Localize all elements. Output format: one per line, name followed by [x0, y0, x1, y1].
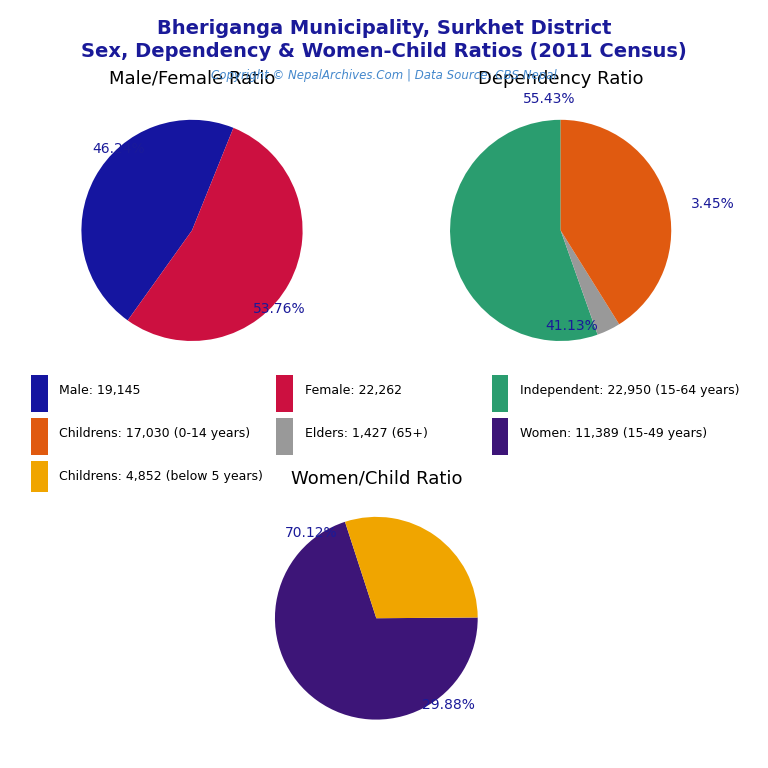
Text: Bheriganga Municipality, Surkhet District: Bheriganga Municipality, Surkhet Distric… [157, 19, 611, 38]
Text: Women: 11,389 (15-49 years): Women: 11,389 (15-49 years) [520, 427, 707, 440]
Text: Independent: 22,950 (15-64 years): Independent: 22,950 (15-64 years) [520, 384, 740, 397]
Wedge shape [275, 521, 478, 720]
Title: Dependency Ratio: Dependency Ratio [478, 70, 644, 88]
Text: Female: 22,262: Female: 22,262 [305, 384, 402, 397]
Text: Childrens: 4,852 (below 5 years): Childrens: 4,852 (below 5 years) [59, 470, 263, 483]
Text: 3.45%: 3.45% [691, 197, 735, 211]
Text: 55.43%: 55.43% [523, 92, 576, 106]
Wedge shape [127, 127, 303, 341]
Wedge shape [561, 230, 619, 335]
Text: 46.24%: 46.24% [92, 142, 145, 156]
Text: Copyright © NepalArchives.Com | Data Source: CBS Nepal: Copyright © NepalArchives.Com | Data Sou… [211, 69, 557, 82]
Text: 41.13%: 41.13% [545, 319, 598, 333]
Wedge shape [561, 120, 671, 324]
Wedge shape [345, 517, 478, 618]
Title: Women/Child Ratio: Women/Child Ratio [290, 469, 462, 487]
Title: Male/Female Ratio: Male/Female Ratio [109, 70, 275, 88]
Text: Elders: 1,427 (65+): Elders: 1,427 (65+) [305, 427, 428, 440]
Wedge shape [81, 120, 233, 320]
Wedge shape [450, 120, 598, 341]
Text: 53.76%: 53.76% [253, 303, 306, 316]
Text: 29.88%: 29.88% [422, 698, 475, 713]
Bar [492, 418, 508, 455]
Text: Childrens: 17,030 (0-14 years): Childrens: 17,030 (0-14 years) [59, 427, 250, 440]
Text: Sex, Dependency & Women-Child Ratios (2011 Census): Sex, Dependency & Women-Child Ratios (20… [81, 42, 687, 61]
Bar [492, 375, 508, 412]
Bar [276, 375, 293, 412]
Bar [31, 461, 48, 498]
Text: Male: 19,145: Male: 19,145 [59, 384, 141, 397]
Bar [276, 418, 293, 455]
Text: 70.12%: 70.12% [285, 526, 338, 540]
Bar [31, 375, 48, 412]
Bar [31, 418, 48, 455]
